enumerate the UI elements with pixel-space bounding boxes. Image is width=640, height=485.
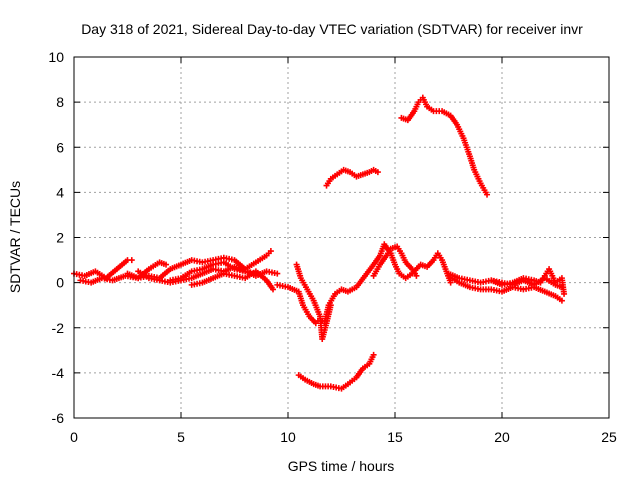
data-point bbox=[484, 191, 491, 198]
data-point bbox=[561, 290, 568, 297]
x-tick-label: 20 bbox=[494, 429, 510, 445]
series-track-o bbox=[488, 266, 568, 297]
data-point bbox=[447, 279, 454, 286]
axis-ticks: 0 5 10 15 20 25 -6 -4 -2 0 2 4 6 8 10 bbox=[48, 49, 617, 445]
data-point bbox=[128, 257, 135, 264]
y-axis-label: SDTVAR / TECUs bbox=[7, 181, 23, 293]
x-tick-label: 15 bbox=[387, 429, 403, 445]
data-point bbox=[370, 351, 377, 358]
x-tick-label: 25 bbox=[601, 429, 617, 445]
data-point bbox=[270, 286, 277, 293]
data-marks bbox=[71, 94, 568, 392]
y-tick-label: 6 bbox=[56, 139, 64, 155]
series-track-g bbox=[274, 241, 454, 327]
y-tick-label: -2 bbox=[52, 320, 65, 336]
data-point bbox=[558, 297, 565, 304]
series-track-i bbox=[370, 243, 420, 279]
y-tick-label: 8 bbox=[56, 94, 64, 110]
y-tick-label: -4 bbox=[52, 365, 65, 381]
series-track-j bbox=[295, 351, 377, 392]
data-point bbox=[274, 270, 281, 277]
series-track-l bbox=[398, 94, 491, 198]
series-track-e bbox=[167, 259, 281, 284]
x-tick-label: 10 bbox=[280, 429, 296, 445]
x-axis-label: GPS time / hours bbox=[288, 458, 395, 474]
series-track-f bbox=[188, 268, 277, 293]
series-track-c bbox=[124, 248, 274, 282]
y-tick-label: 0 bbox=[56, 275, 64, 291]
data-point bbox=[327, 302, 334, 309]
data-point bbox=[374, 169, 381, 176]
grid-lines bbox=[74, 57, 609, 418]
y-tick-label: 2 bbox=[56, 230, 64, 246]
data-point bbox=[267, 248, 274, 255]
y-tick-label: -6 bbox=[52, 410, 65, 426]
x-tick-label: 0 bbox=[70, 429, 78, 445]
x-tick-label: 5 bbox=[177, 429, 185, 445]
data-point bbox=[413, 272, 420, 279]
series-track-h bbox=[293, 261, 334, 343]
series-track-k bbox=[323, 166, 381, 189]
data-point bbox=[163, 261, 170, 268]
chart-title: Day 318 of 2021, Sidereal Day-to-day VTE… bbox=[81, 21, 583, 37]
y-tick-label: 10 bbox=[48, 49, 64, 65]
y-tick-label: 4 bbox=[56, 184, 64, 200]
series-track-n bbox=[445, 272, 565, 304]
